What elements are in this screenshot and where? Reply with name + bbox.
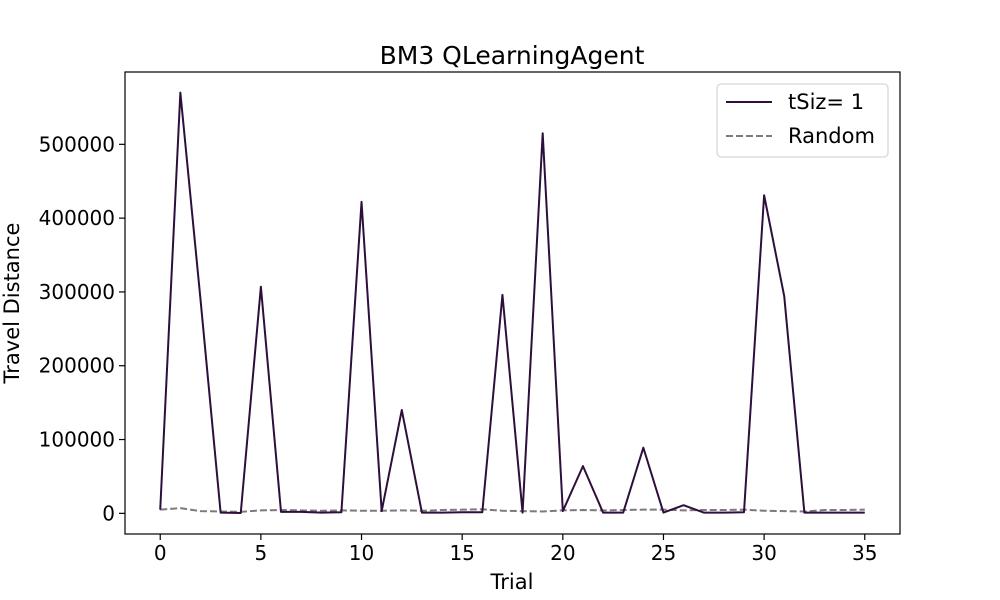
series-line-0	[159, 91, 865, 514]
plot-lines	[159, 91, 865, 514]
y-tick-label: 400000	[39, 206, 115, 230]
y-axis: 0 100000 200000 300000 400000 500000	[39, 132, 125, 525]
x-tick-label: 35	[852, 541, 877, 565]
x-tick-label: 0	[154, 541, 167, 565]
y-tick-label: 300000	[39, 280, 115, 304]
y-tick-label: 500000	[39, 132, 115, 156]
x-tick-label: 15	[449, 541, 474, 565]
x-tick-label: 25	[651, 541, 676, 565]
y-tick-label: 200000	[39, 354, 115, 378]
x-tick-label: 30	[751, 541, 776, 565]
x-tick-label: 5	[255, 541, 268, 565]
legend-label-1: Random	[788, 124, 875, 148]
x-axis: 0 5 10 15 20 25 30 35	[154, 534, 877, 565]
legend-label-0: tSiz= 1	[788, 90, 864, 114]
y-axis-label: Travel Distance	[0, 223, 24, 385]
chart-title: BM3 QLearningAgent	[380, 41, 645, 70]
series-line-1	[160, 507, 865, 513]
y-tick-label: 0	[102, 501, 115, 525]
x-axis-label: Trial	[490, 570, 534, 594]
plot-frame	[124, 71, 901, 535]
y-tick-label: 100000	[39, 428, 115, 452]
x-tick-label: 20	[550, 541, 575, 565]
x-tick-label: 10	[349, 541, 374, 565]
legend: tSiz= 1 Random	[716, 83, 889, 158]
